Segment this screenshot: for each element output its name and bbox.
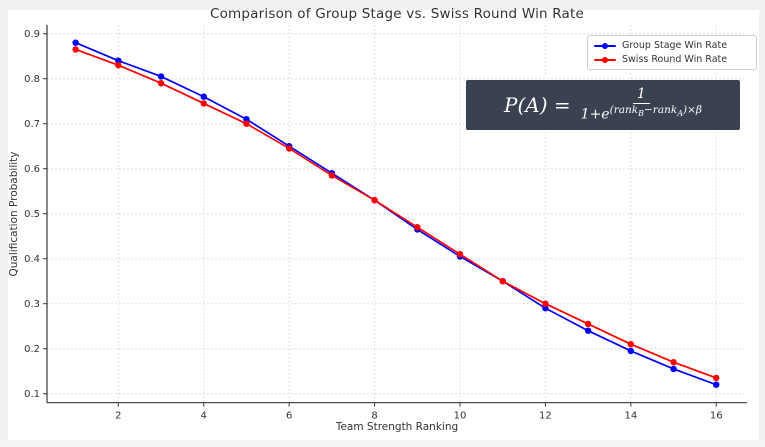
data-point [243, 120, 250, 127]
x-tick-label: 6 [286, 411, 292, 422]
formula-denominator: 1+e(rankB−rankA)×β [580, 104, 702, 123]
x-tick-label: 8 [371, 411, 377, 422]
y-axis-label: Qualification Probability [8, 151, 20, 277]
y-tick-label: 0.6 [24, 164, 40, 175]
formula-numerator: 1 [632, 87, 650, 105]
data-point [328, 172, 336, 179]
series-line [75, 41, 717, 386]
formula-fraction: 1 1+e(rankB−rankA)×β [581, 87, 702, 122]
formula-annotation: P(A) = 1 1+e(rankB−rankA)×β [466, 80, 740, 130]
chart-title: Comparison of Group Stage vs. Swiss Roun… [209, 6, 585, 22]
bottom-strip [0, 440, 765, 447]
formula-lhs: P(A) = [504, 93, 571, 117]
legend-label: Swiss Round Win Rate [622, 54, 728, 65]
data-point [584, 320, 592, 328]
x-tick-label: 4 [201, 411, 207, 422]
data-point [499, 278, 506, 285]
data-point [456, 251, 464, 258]
x-tick-label: 12 [539, 411, 552, 422]
y-tick-label: 0.9 [24, 29, 40, 40]
data-point [200, 100, 207, 107]
y-tick-label: 0.4 [24, 254, 40, 265]
data-point [414, 224, 421, 231]
data-point [200, 93, 207, 100]
x-tick-label: 16 [710, 411, 723, 422]
legend-item-group-stage: Group Stage Win Rate [594, 40, 749, 51]
data-point [157, 73, 165, 80]
data-point [157, 80, 165, 87]
data-point [115, 57, 122, 64]
data-point [584, 327, 592, 334]
data-point [713, 381, 720, 388]
x-tick-label: 10 [454, 411, 467, 422]
legend-marker-swiss-round-icon [594, 56, 616, 64]
legend-marker-group-stage-icon [594, 42, 616, 50]
x-tick-label: 2 [115, 411, 121, 422]
y-tick-label: 0.5 [24, 209, 40, 220]
data-point [542, 305, 549, 312]
x-axis-label: Team Strength Ranking [335, 421, 459, 433]
data-point [371, 197, 378, 204]
legend-label: Group Stage Win Rate [622, 40, 728, 51]
y-tick-label: 0.8 [24, 74, 40, 85]
y-tick-label: 0.3 [24, 299, 40, 310]
legend-item-swiss-round: Swiss Round Win Rate [594, 54, 749, 65]
data-point [670, 365, 677, 373]
data-point [627, 341, 635, 348]
data-point [72, 39, 79, 46]
data-point [627, 347, 635, 355]
data-point [542, 300, 549, 307]
data-point [243, 116, 250, 123]
legend: Group Stage Win Rate Swiss Round Win Rat… [587, 35, 757, 70]
y-tick-label: 0.1 [24, 389, 40, 400]
data-point [670, 359, 677, 366]
y-tick-label: 0.7 [24, 119, 40, 130]
data-point [285, 145, 293, 152]
data-point [115, 61, 122, 69]
y-tick-label: 0.2 [24, 344, 40, 355]
series-line [75, 48, 717, 379]
data-point [72, 46, 79, 53]
x-tick-label: 14 [624, 411, 637, 422]
data-point [713, 374, 720, 382]
